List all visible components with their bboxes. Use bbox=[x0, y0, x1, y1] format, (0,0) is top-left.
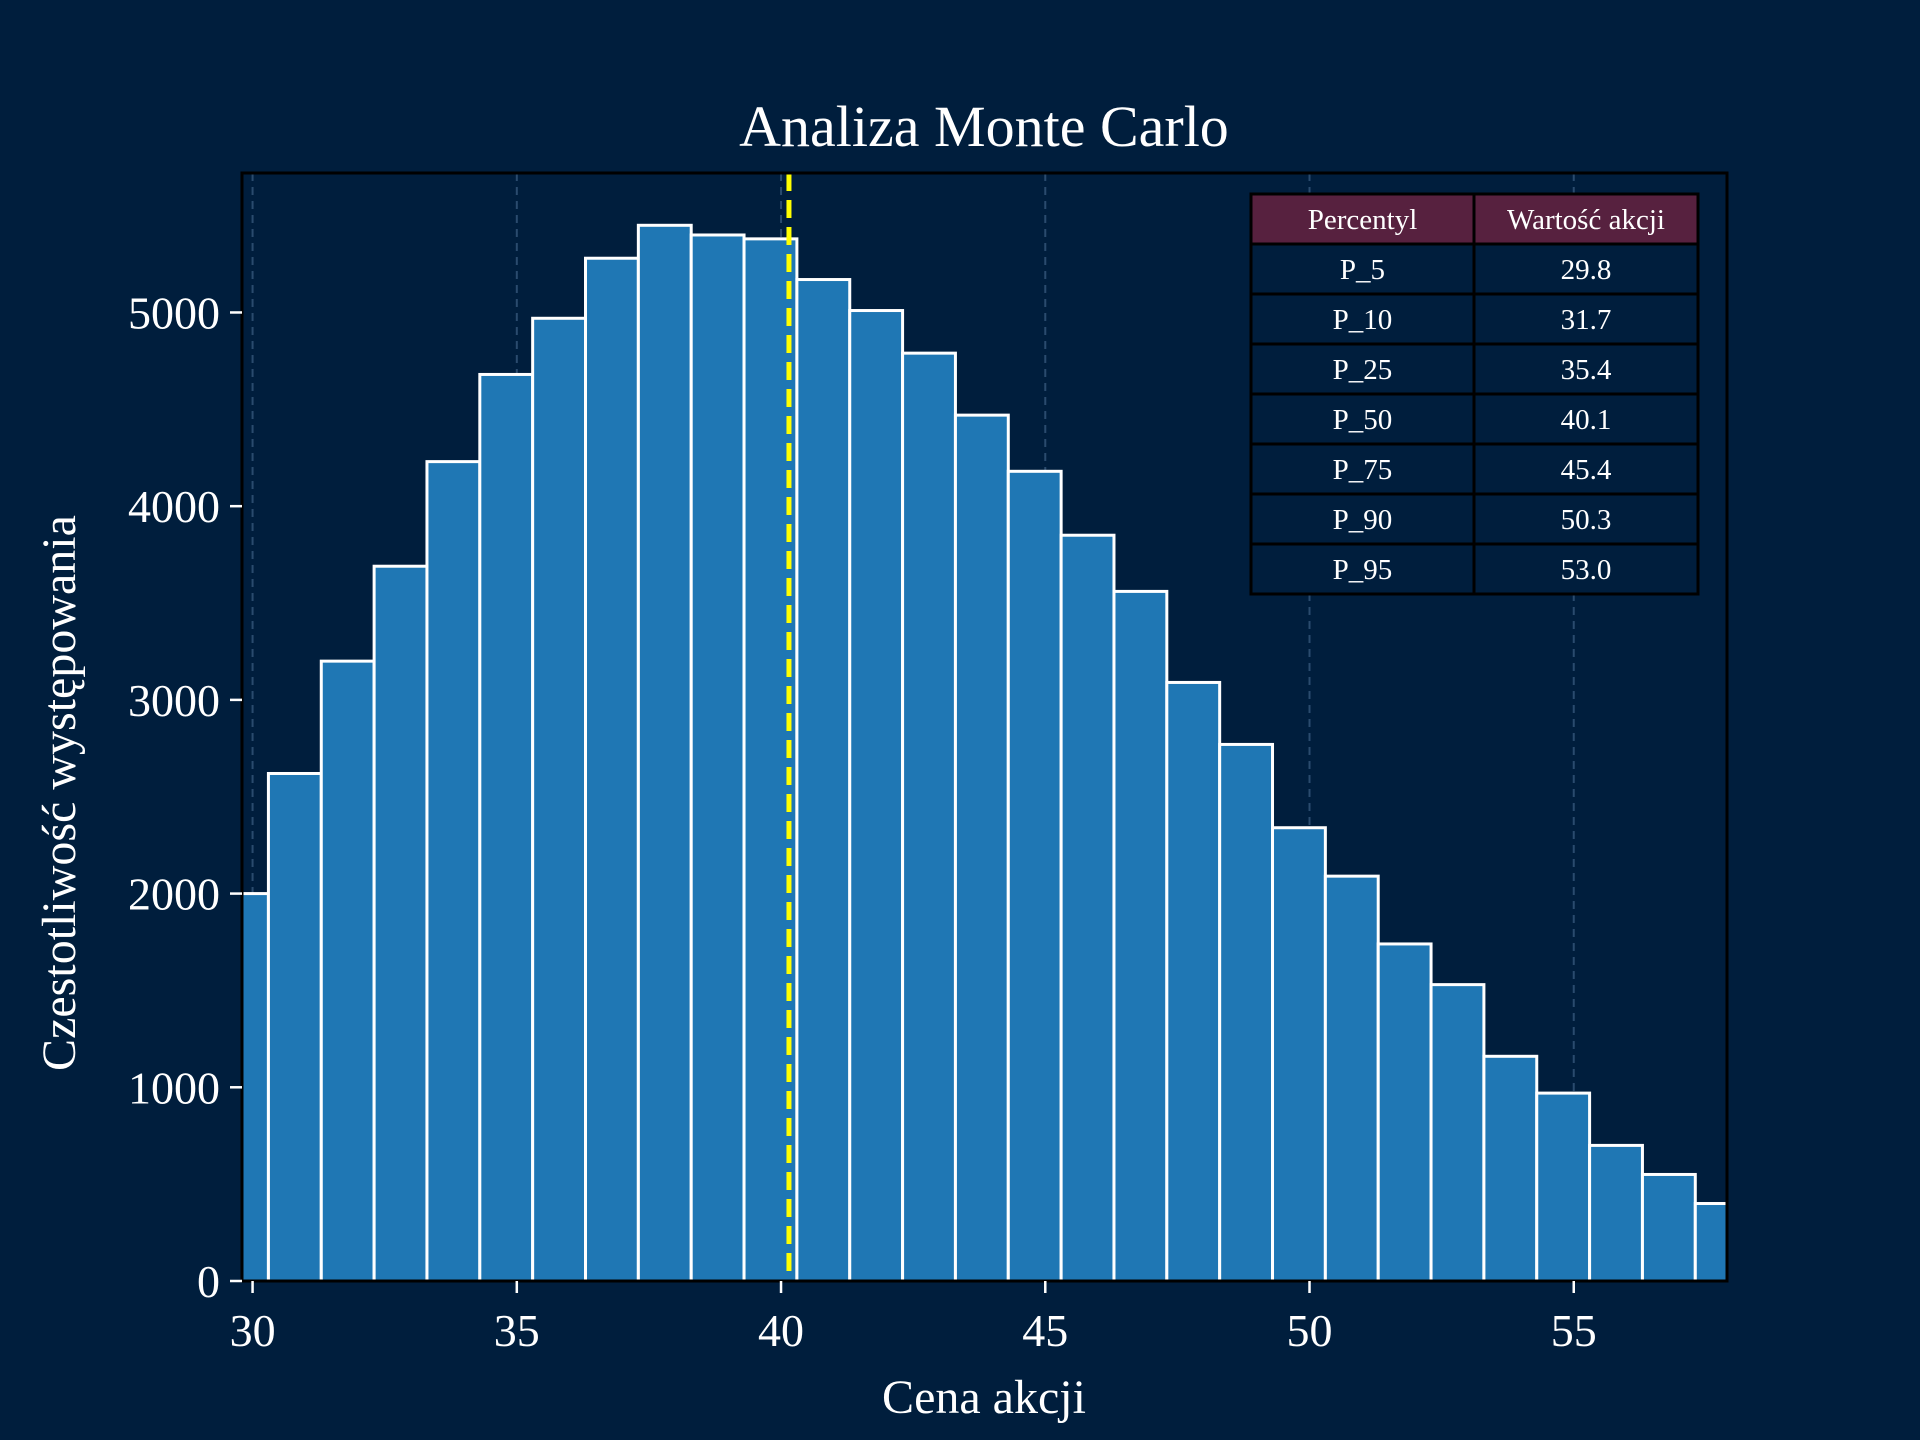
y-tick-label-5000: 5000 bbox=[128, 287, 220, 338]
y-ticks: 0 1000 2000 3000 4000 5000 bbox=[128, 287, 242, 1307]
histogram-bar-16 bbox=[1059, 533, 1116, 1281]
table-cell-r3-c1 bbox=[1472, 342, 1700, 396]
x-tick-label-30: 30 bbox=[230, 1305, 276, 1356]
axes bbox=[240, 171, 1729, 1283]
histogram-bar-17 bbox=[1112, 589, 1169, 1281]
table-percentile-value: 31.7 bbox=[1561, 304, 1612, 336]
y-axis-label: Czestotliwość występowania bbox=[33, 515, 86, 1071]
histogram-bar-4 bbox=[425, 460, 482, 1281]
table-percentile-label: P_25 bbox=[1333, 354, 1393, 386]
histogram-bar-9 bbox=[689, 233, 746, 1281]
table-cell-r1-c1 bbox=[1472, 242, 1700, 296]
histogram-bar-2 bbox=[319, 659, 376, 1281]
table-percentile-label: P_5 bbox=[1340, 254, 1385, 286]
y-tick-label-1000: 1000 bbox=[128, 1062, 220, 1113]
histogram-bar-11 bbox=[795, 278, 852, 1281]
table-percentile-value: 53.0 bbox=[1561, 554, 1612, 586]
histogram-bar-3 bbox=[372, 564, 429, 1281]
table-cell-r4-c1 bbox=[1472, 392, 1700, 446]
table-header-cell-1 bbox=[1472, 192, 1700, 246]
y-tick-label-0: 0 bbox=[197, 1256, 220, 1307]
histogram-bar-1 bbox=[266, 771, 323, 1281]
x-tick-label-50: 50 bbox=[1287, 1305, 1333, 1356]
y-tick-label-3000: 3000 bbox=[128, 675, 220, 726]
table-cell-r2-c1 bbox=[1472, 292, 1700, 346]
histogram-bar-27 bbox=[1640, 1172, 1697, 1281]
bars bbox=[242, 223, 1727, 1281]
histogram-bar-23 bbox=[1429, 983, 1486, 1281]
x-axis-label: Cena akcji bbox=[882, 1371, 1086, 1424]
table-percentile-value: 29.8 bbox=[1561, 254, 1612, 286]
x-tick-label-40: 40 bbox=[758, 1305, 804, 1356]
histogram-bar-18 bbox=[1165, 680, 1222, 1281]
table-percentile-label: P_90 bbox=[1333, 504, 1393, 536]
chart-title: Analiza Monte Carlo bbox=[739, 94, 1229, 159]
histogram-bar-7 bbox=[584, 256, 640, 1281]
histogram-bar-25 bbox=[1535, 1091, 1592, 1281]
histogram-bar-5 bbox=[478, 372, 535, 1281]
table-percentile-value: 45.4 bbox=[1561, 454, 1612, 486]
histogram-bar-15 bbox=[1006, 469, 1063, 1281]
histogram-bar-20 bbox=[1271, 826, 1327, 1281]
y-tick-label-2000: 2000 bbox=[128, 869, 220, 920]
percentile-table: Percentyl Wartość akcji P_5 29.8 P_10 31.7 P_2… bbox=[1249, 192, 1700, 596]
table-cell-r7-c1 bbox=[1472, 542, 1700, 596]
histogram-bar-13 bbox=[901, 351, 957, 1281]
table-cell-r7-c0 bbox=[1249, 542, 1476, 596]
table-cell-r5-c1 bbox=[1472, 442, 1700, 496]
plot-frame bbox=[240, 171, 1729, 1283]
table-cell-r4-c0 bbox=[1249, 392, 1476, 446]
table-percentile-value: 50.3 bbox=[1561, 504, 1612, 536]
table-header-percentile: Percentyl bbox=[1308, 204, 1418, 236]
histogram-bar-22 bbox=[1376, 942, 1433, 1281]
table-percentile-label: P_10 bbox=[1333, 304, 1393, 336]
table-cell-r5-c0 bbox=[1249, 442, 1476, 496]
y-tick-label-4000: 4000 bbox=[128, 481, 220, 532]
histogram-bar-12 bbox=[848, 309, 905, 1281]
histogram-bar-6 bbox=[531, 316, 588, 1281]
table-percentile-label: P_50 bbox=[1333, 404, 1393, 436]
x-tick-label-55: 55 bbox=[1551, 1305, 1597, 1356]
histogram-bar-21 bbox=[1323, 874, 1380, 1281]
x-tick-label-35: 35 bbox=[494, 1305, 540, 1356]
histogram-bar-26 bbox=[1588, 1143, 1644, 1281]
table-percentile-value: 35.4 bbox=[1561, 354, 1612, 386]
histogram-bar-19 bbox=[1218, 742, 1275, 1281]
table-percentile-label: P_75 bbox=[1333, 454, 1393, 486]
table-percentile-value: 40.1 bbox=[1561, 404, 1612, 436]
histogram-bar-14 bbox=[953, 413, 1010, 1281]
x-tick-label-45: 45 bbox=[1022, 1305, 1068, 1356]
table-header-value: Wartość akcji bbox=[1507, 204, 1665, 236]
table-percentile-label: P_95 bbox=[1333, 554, 1393, 586]
table-cell-r2-c0 bbox=[1249, 292, 1476, 346]
x-ticks: 30 35 40 45 50 55 bbox=[230, 1281, 1597, 1356]
histogram-bar-8 bbox=[636, 223, 693, 1281]
histogram-bar-24 bbox=[1482, 1054, 1539, 1281]
